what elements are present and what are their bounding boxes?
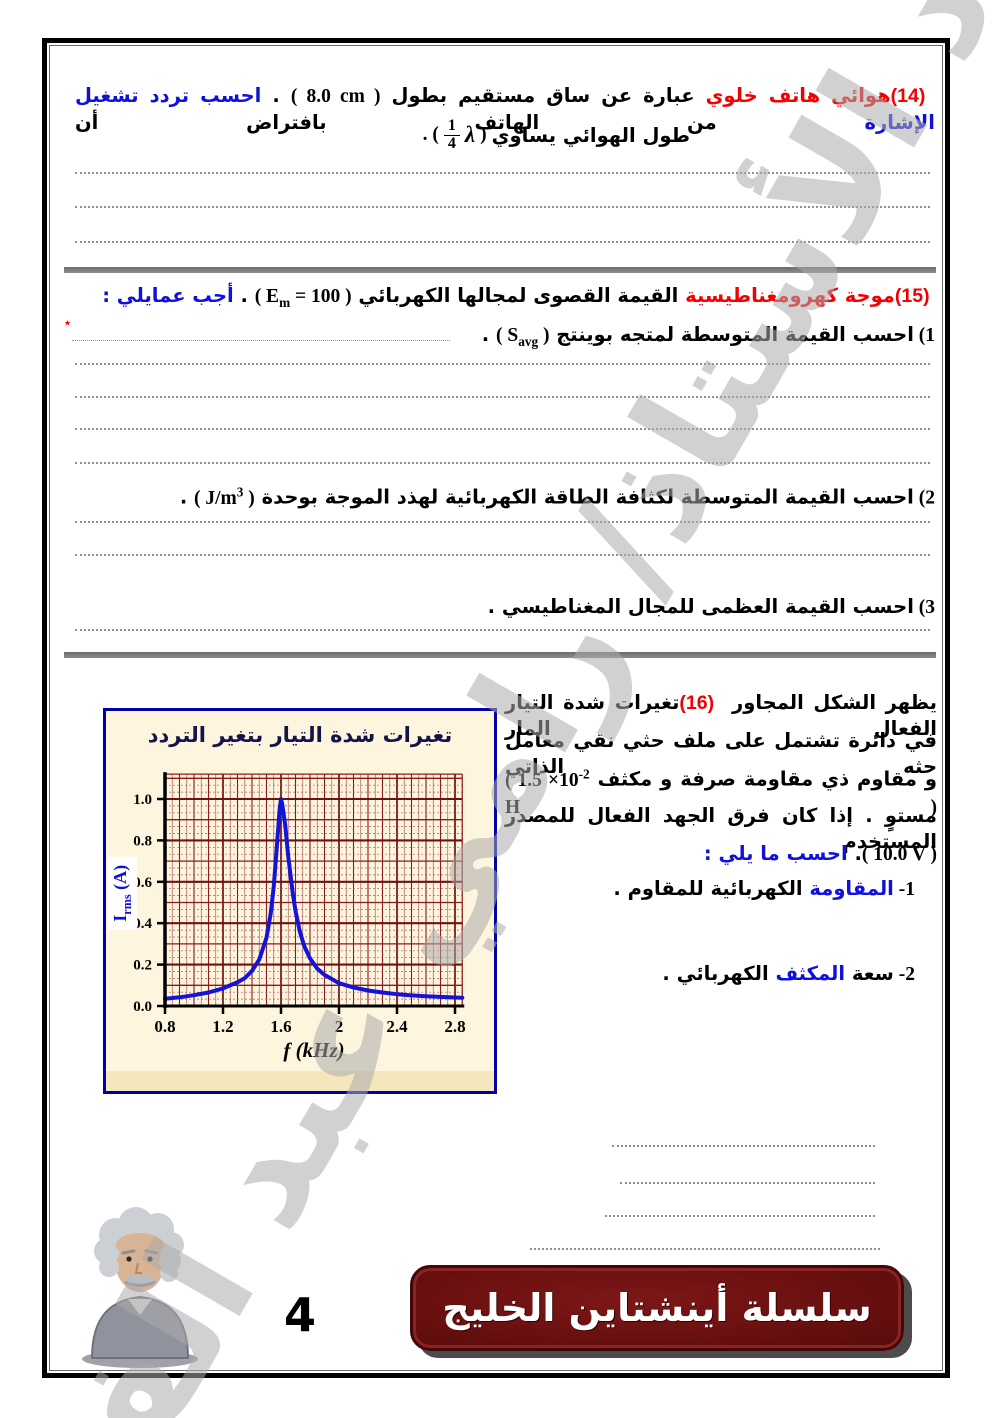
svg-text:0.6: 0.6	[133, 875, 152, 891]
svg-text:0.0: 0.0	[133, 999, 152, 1015]
chart-plot-area: 0.8 1.2 1.6 2 2.4 2.8 0.0 0.2 0.4 0.6 0.8 1.0	[133, 772, 466, 1036]
answer-line	[75, 554, 930, 556]
q14-text-line1: (14) هوائي هاتف خلوي عبارة عن ساق مستقيم…	[75, 84, 935, 135]
answer-line	[75, 206, 930, 208]
answer-line	[75, 462, 930, 464]
einstein-portrait-image	[82, 1207, 198, 1368]
answer-line	[75, 521, 930, 523]
answer-line	[75, 629, 930, 631]
answer-line	[605, 1215, 875, 1217]
chart-title: تغيرات شدة التيار بتغير التردد	[147, 723, 453, 747]
series-banner-label: سلسلة أينشتاين الخليج	[442, 1286, 872, 1330]
q16-text-line2: في دائرة تشتمل على ملف حثي نقي معامل حثه…	[505, 729, 937, 779]
q16-text-line1: يظهر الشكل المجاور (16) تغيرات شدة التيا…	[505, 691, 937, 741]
page-number: 4	[283, 1288, 316, 1342]
chart-y-axis-label: Irms (A)	[108, 856, 137, 930]
svg-text:0.4: 0.4	[133, 916, 152, 932]
answer-line	[75, 172, 930, 174]
svg-text:0.2: 0.2	[133, 958, 152, 974]
q15-header: (15) موجة كهرومغناطيسية القيمة القصوى لم…	[102, 284, 935, 310]
answer-line	[75, 363, 930, 365]
chart-x-axis-label: f (kHz)	[283, 1038, 345, 1062]
q16-sub-item2: 2- سعة المكثف الكهربائي .	[662, 962, 915, 985]
section-divider	[64, 267, 936, 273]
svg-text:2: 2	[335, 1017, 344, 1036]
series-banner-button: سلسلة أينشتاين الخليج	[410, 1265, 904, 1351]
answer-line	[75, 396, 930, 398]
q16-text-line4: مستوٍ . إذا كان فرق الجهد الفعال للمصدر …	[505, 804, 937, 854]
svg-text:2.4: 2.4	[386, 1017, 408, 1036]
svg-text:1.0: 1.0	[133, 792, 152, 808]
answer-line	[75, 241, 930, 243]
resonance-chart: تغيرات شدة التيار بتغير التردد 0.8 1.2 1.6…	[103, 708, 497, 1094]
svg-text:1.6: 1.6	[270, 1017, 291, 1036]
svg-text:0.8: 0.8	[154, 1017, 175, 1036]
q15-item1: 1) احسب القيمة المتوسطة لمتجه بوينتج ( S…	[481, 323, 935, 349]
svg-text:1.2: 1.2	[212, 1017, 233, 1036]
red-asterisk-mark: ٭	[64, 316, 72, 331]
section-divider	[64, 652, 936, 658]
q16-sub-item1: 1- المقاومة الكهربائية للمقاوم .	[613, 877, 915, 900]
answer-line	[75, 428, 930, 430]
answer-line	[530, 1248, 880, 1250]
answer-leader-line	[72, 340, 450, 341]
q16-text-line5: ( 10.0 V ). احسب ما يلي :	[703, 842, 937, 865]
svg-text:2.8: 2.8	[444, 1017, 465, 1036]
q15-item2: 2) احسب القيمة المتوسطة لكثافة الطاقة ال…	[179, 484, 935, 509]
answer-line	[612, 1145, 875, 1147]
page-border-frame	[42, 38, 950, 1378]
chart-bottom-strip	[106, 1071, 494, 1091]
answer-line	[620, 1182, 875, 1184]
q15-item3: 3) احسب القيمة العظمى للمجال المغناطيسي …	[487, 595, 935, 618]
svg-text:0.8: 0.8	[133, 833, 152, 849]
q16-text-line3: و مقاوم ذي مقاومة صرفة و مكثف ( 1.5 ×10-…	[505, 766, 937, 818]
